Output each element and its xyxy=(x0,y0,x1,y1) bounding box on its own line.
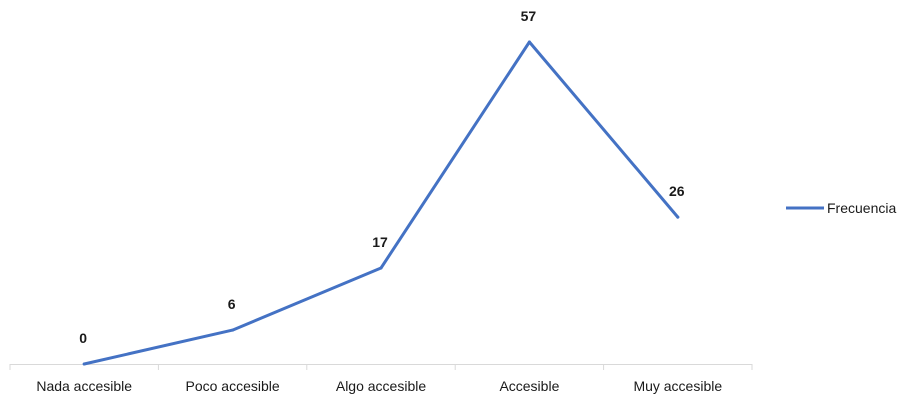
legend-label-frecuencia: Frecuencia xyxy=(827,200,896,216)
data-label: 57 xyxy=(521,8,537,24)
data-point xyxy=(82,362,86,366)
data-label: 26 xyxy=(669,183,685,199)
data-point xyxy=(231,328,235,332)
x-axis xyxy=(9,364,753,370)
data-labels: 0 6 17 57 26 xyxy=(79,8,684,346)
x-tick-label: Nada accesible xyxy=(36,378,132,394)
x-tick-label: Muy accesible xyxy=(633,378,722,394)
x-tick-label: Accesible xyxy=(499,378,559,394)
data-label: 0 xyxy=(79,330,87,346)
x-tick-label: Poco accesible xyxy=(186,378,280,394)
x-axis-tick-labels: Nada accesible Poco accesible Algo accesib… xyxy=(36,378,722,394)
series-group xyxy=(82,40,680,366)
data-label: 17 xyxy=(372,234,388,250)
data-point xyxy=(379,266,383,270)
series-line-frecuencia xyxy=(82,40,680,366)
x-tick-label: Algo accesible xyxy=(336,378,426,394)
data-point xyxy=(676,215,680,219)
data-point xyxy=(527,40,531,44)
legend: Frecuencia xyxy=(786,200,896,216)
data-label: 6 xyxy=(228,296,236,312)
